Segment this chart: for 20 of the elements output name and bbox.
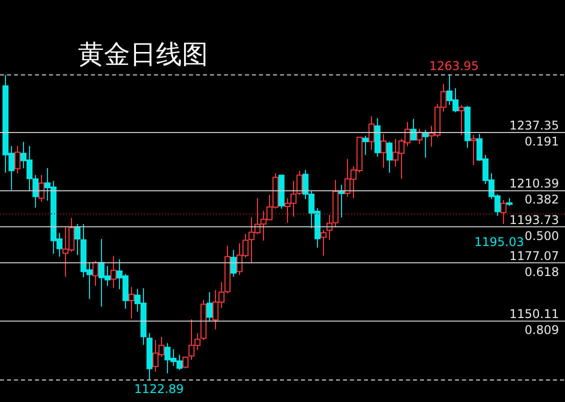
ref-line-label: 1210.39 bbox=[509, 176, 559, 191]
ref-line-label: 1193.73 bbox=[509, 212, 559, 227]
ref-line-label: 1150.11 bbox=[509, 307, 559, 322]
candlestick bbox=[110, 255, 116, 288]
candlestick bbox=[500, 200, 506, 224]
annotation: 1195.03 bbox=[474, 234, 524, 249]
candlestick bbox=[128, 286, 134, 320]
annotation: 0.618 bbox=[524, 264, 559, 279]
annotation: 0.500 bbox=[524, 228, 559, 243]
candlestick bbox=[380, 133, 386, 168]
annotation: 0.191 bbox=[524, 134, 559, 148]
annotation: 1263.95 bbox=[429, 58, 479, 73]
annotation: 0.809 bbox=[524, 323, 559, 338]
candlestick bbox=[146, 332, 152, 380]
annotation: 1122.89 bbox=[134, 382, 184, 396]
text: 黄金日线图 bbox=[78, 40, 208, 70]
ref-line-label: 1177.07 bbox=[509, 248, 559, 263]
ref-line-label: 1237.35 bbox=[509, 118, 559, 132]
candlestick bbox=[368, 116, 374, 150]
annotation: 0.382 bbox=[524, 192, 559, 207]
